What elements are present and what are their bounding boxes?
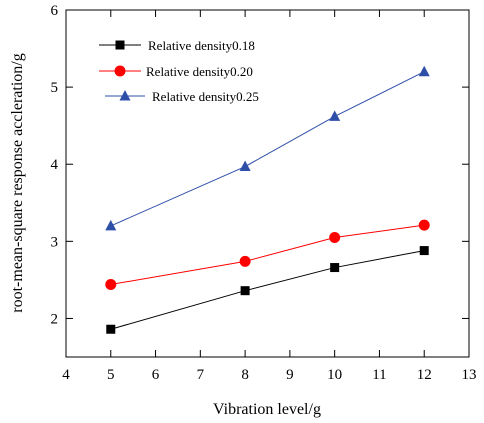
x-tick-label: 8 (241, 367, 249, 383)
data-point (330, 263, 340, 273)
data-point (106, 324, 116, 334)
x-axis: 4 5 6 7 8 9 10 11 12 13 (62, 10, 477, 383)
data-point (240, 286, 250, 296)
plot-area-frame (65, 9, 470, 358)
legend-marker (115, 40, 125, 50)
x-tick-label: 5 (107, 367, 115, 383)
legend-item-2: Relative density0.20 (99, 64, 253, 79)
x-axis-title: Vibration level/g (213, 401, 321, 418)
data-point (239, 255, 251, 267)
series-line (110, 71, 425, 227)
legend-marker (114, 65, 126, 77)
x-tick-label: 10 (327, 367, 342, 383)
data-point (419, 246, 429, 256)
x-tick-label: 13 (462, 367, 477, 383)
data-point (329, 110, 341, 121)
legend-item-3: Relative density0.25 (105, 89, 259, 104)
y-tick-label: 4 (51, 157, 59, 173)
series-2 (105, 219, 430, 291)
x-tick-label: 6 (152, 367, 160, 383)
x-tick-label: 11 (372, 367, 386, 383)
series-layer (105, 65, 430, 334)
legend-item-1: Relative density0.18 (99, 38, 255, 53)
data-point (329, 231, 341, 243)
series-1 (106, 246, 429, 334)
series-line (110, 224, 425, 286)
legend-label: Relative density0.18 (148, 38, 255, 53)
data-point (418, 65, 430, 77)
y-tick-label: 3 (51, 234, 59, 250)
legend-label: Relative density0.25 (152, 89, 259, 104)
y-tick-label: 2 (51, 311, 59, 327)
legend: Relative density0.18 Relative density0.20… (99, 38, 259, 104)
x-tick-label: 4 (62, 367, 70, 383)
data-point (105, 219, 117, 231)
data-point (239, 160, 251, 172)
x-tick-label: 9 (286, 367, 294, 383)
x-tick-label: 7 (197, 367, 205, 383)
x-tick-label: 12 (417, 367, 432, 383)
y-tick-label: 5 (51, 80, 59, 96)
series-line (110, 250, 425, 330)
y-tick-label: 6 (51, 3, 59, 19)
y-axis-title: root-mean-square response accleration/g (9, 53, 26, 312)
data-point (105, 279, 117, 291)
legend-label: Relative density0.20 (146, 64, 253, 79)
series-3 (105, 65, 430, 231)
legend-marker (119, 90, 131, 101)
data-point (418, 219, 430, 231)
y-axis: 2 3 4 5 6 (51, 3, 469, 327)
